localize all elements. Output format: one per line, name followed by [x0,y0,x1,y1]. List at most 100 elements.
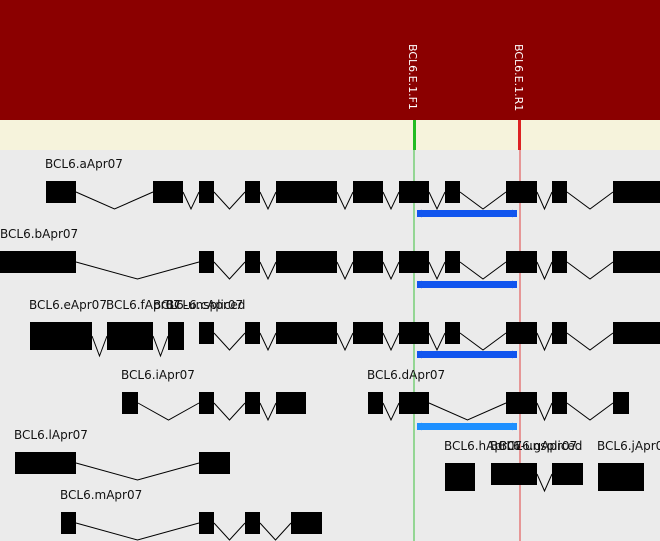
exon-b-5[interactable] [353,251,383,273]
exon-h-1[interactable] [445,463,475,491]
exon-c-3[interactable] [276,322,337,344]
exon-m-3[interactable] [245,512,260,534]
amplicon-arrow-c-right [512,350,517,359]
intron-layer [75,191,614,541]
intron-ecf-2 [152,335,169,358]
intron-a-5 [336,191,354,211]
exon-a-9[interactable] [506,181,537,203]
exon-ecf-3[interactable] [168,322,184,350]
intron-b-6 [428,261,446,281]
reverse-primer-marker[interactable] [518,120,521,150]
exon-m-2[interactable] [199,512,214,534]
amplicon-arrow-b-right [512,280,517,289]
exon-d-2[interactable] [399,392,429,414]
exon-m-4[interactable] [291,512,322,534]
exon-b-10[interactable] [613,251,660,273]
exon-a-7[interactable] [399,181,429,203]
intron-d-2 [428,402,507,421]
amplicon-bar-b[interactable] [417,281,517,288]
exon-c-9[interactable] [613,322,660,344]
forward-primer-marker[interactable] [413,120,416,150]
exon-i-2[interactable] [199,392,214,414]
transcript-label-l[interactable]: BCL6.lApr07 [14,428,88,442]
amplicon-arrow-d-right [512,422,517,431]
exon-g-1[interactable] [491,463,537,485]
exon-a-4[interactable] [245,181,260,203]
transcript-label-e[interactable]: BCL6.eApr07 [29,298,107,312]
exon-b-1[interactable] [0,251,76,273]
exon-a-5[interactable] [276,181,337,203]
amplicon-layer [417,209,517,431]
transcript-label-m[interactable]: BCL6.mApr07 [60,488,142,502]
amplicon-arrow-a-left [417,209,422,218]
transcript-label-h[interactable]: BCL6.hApr07 [444,439,522,453]
exon-a-1[interactable] [46,181,76,203]
intron-i-2 [213,402,246,421]
intron-a-4 [259,191,277,211]
exon-a-8[interactable] [445,181,460,203]
amplicon-bar-c[interactable] [417,351,517,358]
transcript-label-unspliced-1[interactable]: BCL6-unspliced [153,298,245,312]
exon-b-3[interactable] [245,251,260,273]
exon-b-8[interactable] [506,251,537,273]
exon-ecf-1[interactable] [30,322,92,350]
exon-d-5[interactable] [613,392,629,414]
exon-d-1[interactable] [368,392,383,414]
transcript-label-unspliced-2[interactable]: BCL6-unspliced [490,439,582,453]
amplicon-bar-d[interactable] [417,423,517,430]
exon-d-3[interactable] [506,392,537,414]
intron-d-3 [536,402,553,422]
exon-c-7[interactable] [506,322,537,344]
transcript-label-g[interactable]: BCL6.gApr07 [499,439,577,453]
reverse-primer-label: BCL6.E.1.R1 [512,44,525,111]
exon-a-2[interactable] [153,181,183,203]
exon-j-1[interactable] [598,463,644,491]
exon-a-11[interactable] [613,181,660,203]
exon-a-10[interactable] [552,181,567,203]
intron-g-1 [536,473,553,493]
intron-d-4 [566,402,614,421]
exon-c-4[interactable] [353,322,383,344]
intron-c-6 [459,332,507,351]
exon-m-1[interactable] [61,512,76,534]
transcript-label-f[interactable]: BCL6.fApr07 [106,298,181,312]
primer-track [0,120,660,150]
exon-i-1[interactable] [122,392,138,414]
exon-c-1[interactable] [199,322,214,344]
amplicon-arrow-b-left [417,280,422,289]
exon-a-6[interactable] [353,181,383,203]
transcript-label-a[interactable]: BCL6.aApr07 [45,157,123,171]
intron-c-5 [428,332,446,352]
exon-b-2[interactable] [199,251,214,273]
exon-c-8[interactable] [552,322,567,344]
exon-l-2[interactable] [199,452,230,474]
intron-ecf-1 [91,335,108,358]
exon-b-4[interactable] [276,251,337,273]
transcript-label-d[interactable]: BCL6.dApr07 [367,368,445,382]
intron-c-4 [382,332,400,352]
exon-b-7[interactable] [445,251,460,273]
intron-a-9 [536,191,553,211]
transcript-label-b[interactable]: BCL6.bApr07 [0,227,78,241]
exon-c-2[interactable] [245,322,260,344]
exon-d-4[interactable] [552,392,567,414]
exon-i-4[interactable] [276,392,306,414]
exon-i-3[interactable] [245,392,260,414]
exon-b-9[interactable] [552,251,567,273]
intron-b-2 [213,261,246,280]
intron-m-2 [213,522,246,541]
amplicon-bar-a[interactable] [417,210,517,217]
exon-b-6[interactable] [399,251,429,273]
exon-g-2[interactable] [552,463,583,485]
exon-a-3[interactable] [199,181,214,203]
exon-c-6[interactable] [445,322,460,344]
forward-primer-label: BCL6.E.1.F1 [406,44,419,110]
transcript-label-j[interactable]: BCL6.jApr07 [597,439,660,453]
transcript-label-i[interactable]: BCL6.iApr07 [121,368,195,382]
transcript-label-c[interactable]: BCL6.cApr07 [166,298,243,312]
exon-l-1[interactable] [15,452,76,474]
exon-ecf-2[interactable] [107,322,153,350]
exon-c-5[interactable] [399,322,429,344]
intron-b-7 [459,261,507,280]
